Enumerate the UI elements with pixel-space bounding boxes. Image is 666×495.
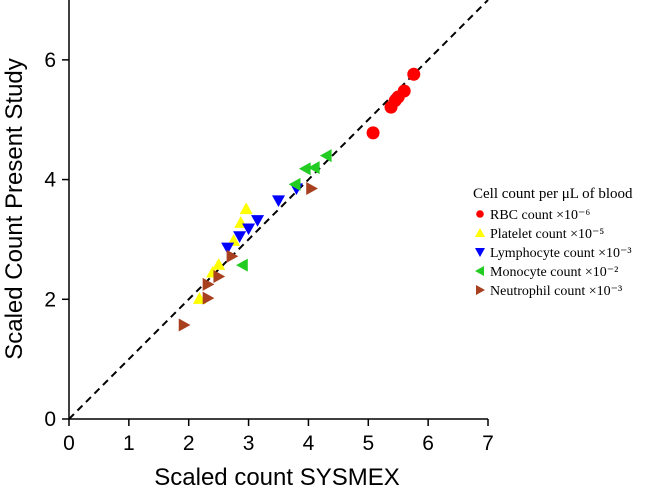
legend-entry-label: Platelet count ×10⁻⁵ [490, 227, 604, 242]
data-point-triangle-down [233, 231, 247, 243]
data-point-circle [407, 67, 421, 81]
axes: 0 1 2 3 4 5 6 7 0 2 4 6 [44, 0, 494, 455]
data-point-triangle-left [319, 149, 332, 163]
data-point-triangle-down [251, 215, 265, 227]
legend-entry-label: Monocyte count ×10⁻² [490, 265, 618, 280]
data-point-triangle-down [242, 223, 256, 236]
legend-entry-label: Lymphocyte count ×10⁻³ [490, 246, 632, 261]
legend-marker [475, 266, 484, 276]
data-point-triangle-right [202, 277, 215, 291]
legend-title: Cell count per μL of blood [473, 186, 633, 202]
y-tick-label: 6 [44, 49, 56, 72]
data-points [178, 67, 421, 332]
x-tick-label: 1 [123, 432, 135, 455]
data-point-triangle-down [221, 242, 235, 255]
data-point-triangle-up [212, 258, 226, 270]
data-point-triangle-right [178, 318, 191, 332]
x-tick-label: 0 [63, 432, 75, 455]
identity-reference-line [68, 0, 489, 420]
y-tick-label: 2 [44, 288, 56, 311]
legend-marker [475, 248, 485, 257]
y-axis-label: Scaled Count Present Study [1, 58, 28, 360]
data-point-triangle-left [236, 258, 248, 272]
legend-marker [476, 210, 484, 218]
x-tick-label: 4 [303, 432, 315, 455]
data-point-triangle-left [298, 162, 311, 176]
data-point-circle [397, 84, 411, 98]
reference-line-group [68, 0, 489, 420]
legend-marker [476, 285, 485, 295]
x-tick-label: 3 [243, 432, 255, 455]
x-tick-label: 6 [422, 432, 434, 455]
x-tick-label: 7 [482, 432, 494, 455]
data-point-triangle-right [202, 291, 215, 305]
x-tick-label: 5 [362, 432, 374, 455]
legend-entry-label: Neutrophil count ×10⁻³ [490, 284, 622, 299]
data-point-triangle-left [307, 161, 320, 175]
data-point-triangle-left [288, 177, 301, 191]
legend-marker [475, 228, 485, 237]
data-point-triangle-right [226, 249, 239, 263]
y-tick-label: 4 [44, 169, 56, 192]
data-point-triangle-up [239, 202, 253, 215]
data-point-triangle-right [213, 270, 226, 284]
data-point-circle [366, 126, 380, 140]
y-tick-label: 0 [44, 408, 56, 431]
data-point-triangle-down [272, 195, 285, 208]
data-point-triangle-right [306, 182, 318, 196]
legend-entry-label: RBC count ×10⁻⁶ [490, 208, 590, 223]
x-tick-label: 2 [183, 432, 195, 455]
x-axis-label: Scaled count SYSMEX [154, 464, 399, 491]
legend: Cell count per μL of blood RBC count ×10… [473, 186, 633, 299]
